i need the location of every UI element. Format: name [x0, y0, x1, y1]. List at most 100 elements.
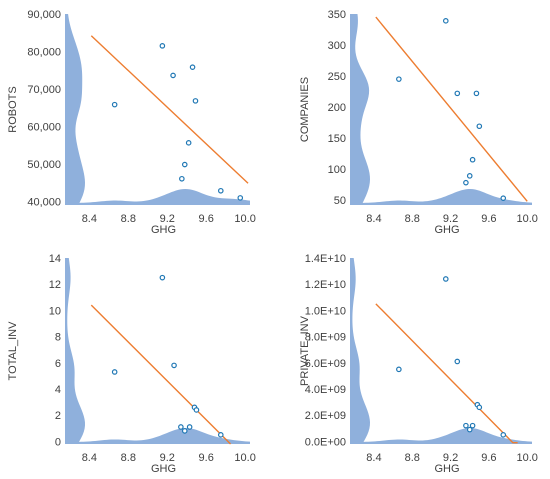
y-tick-label: 6 [55, 358, 61, 370]
y-marginal-density [65, 258, 85, 444]
x-marginal-density [65, 428, 250, 444]
y-tick-label: 70,000 [27, 84, 61, 96]
data-point [454, 90, 461, 97]
data-point [466, 426, 473, 433]
data-point [463, 422, 469, 429]
data-point [500, 195, 507, 201]
x-marginal-density [350, 428, 532, 444]
data-point [476, 404, 483, 411]
x-tick-label: 9.2 [443, 452, 458, 464]
data-point [476, 123, 483, 130]
data-point [442, 18, 449, 24]
y-tick-label: 14 [49, 253, 61, 265]
x-tick-label: 9.2 [160, 213, 175, 225]
data-point [192, 98, 199, 104]
data-point [193, 407, 200, 413]
data-point [454, 358, 461, 365]
data-point [396, 366, 402, 373]
y-tick-label: 90,000 [27, 9, 61, 21]
x-tick-label: 9.2 [160, 452, 175, 464]
y-tick-label: 150 [328, 133, 346, 145]
y-tick-label: 0 [55, 436, 61, 448]
x-marginal-density [350, 189, 532, 205]
data-point [442, 276, 449, 282]
y-tick-label: 50 [334, 195, 346, 207]
x-tick-label: 10.0 [516, 452, 537, 464]
data-point [463, 179, 469, 186]
y-tick-label: 80,000 [27, 46, 61, 58]
x-tick-label: 9.2 [443, 213, 458, 225]
data-point [469, 422, 476, 429]
y-axis-title: TOTAL_INV [7, 321, 19, 381]
data-point [170, 72, 176, 79]
y-tick-label: 1.4E+10 [305, 253, 346, 265]
y-marginal-density [350, 14, 370, 205]
data-point [469, 156, 476, 163]
y-tick-label: 200 [328, 102, 346, 114]
x-tick-label: 9.6 [199, 213, 214, 225]
x-tick-label: 8.8 [121, 452, 136, 464]
y-tick-label: 12 [49, 279, 61, 291]
y-marginal-density [65, 14, 85, 205]
y-tick-label: 8.0E+09 [305, 332, 346, 344]
x-axis-title: GHG [434, 463, 459, 475]
y-tick-label: 8 [55, 332, 61, 344]
x-tick-label: 8.8 [121, 213, 136, 225]
y-tick-label: 50,000 [27, 159, 61, 171]
x-tick-label: 8.4 [366, 452, 381, 464]
x-tick-label: 8.4 [82, 213, 97, 225]
y-tick-label: 2 [55, 410, 61, 422]
data-point [171, 362, 177, 369]
x-tick-label: 9.6 [199, 452, 214, 464]
data-point [181, 428, 188, 434]
x-tick-label: 8.8 [405, 213, 420, 225]
y-tick-label: 1.0E+10 [305, 305, 346, 317]
y-tick-label: 4 [55, 384, 61, 396]
y-tick-label: 4.0E+09 [305, 384, 346, 396]
x-tick-label: 10.0 [234, 213, 255, 225]
data-point [237, 195, 244, 201]
y-tick-label: 2.0E+09 [305, 410, 346, 422]
x-tick-label: 10.0 [234, 452, 255, 464]
y-axis-title: COMPANIES [299, 77, 311, 142]
x-tick-label: 10.0 [516, 213, 537, 225]
trend-line [90, 35, 249, 184]
data-point [217, 187, 224, 194]
data-point [159, 43, 166, 49]
data-point [396, 76, 402, 82]
y-tick-label: 250 [328, 71, 346, 83]
x-axis-title: GHG [151, 463, 176, 475]
data-point [181, 161, 188, 168]
y-tick-label: 0.0E+00 [305, 436, 346, 448]
data-point [189, 64, 196, 70]
data-point [178, 424, 184, 430]
trend-line [90, 304, 232, 445]
y-tick-label: 300 [328, 40, 346, 52]
trend-line [375, 16, 528, 202]
data-point [179, 175, 185, 182]
y-tick-label: 350 [328, 9, 346, 21]
x-marginal-density [65, 189, 250, 205]
data-point [473, 90, 480, 97]
data-point [500, 432, 507, 438]
y-tick-label: 60,000 [27, 121, 61, 133]
y-tick-label: 10 [49, 305, 61, 317]
y-tick-label: 6.0E+09 [305, 358, 346, 370]
y-axis-title: ROBOTS [7, 86, 19, 132]
data-point [185, 140, 192, 146]
y-axis-title: PRIVATE_INV [299, 315, 311, 386]
x-tick-label: 9.6 [481, 213, 496, 225]
y-tick-label: 40,000 [27, 196, 61, 208]
data-point [466, 173, 473, 179]
y-marginal-density [350, 258, 370, 444]
x-tick-label: 9.6 [481, 452, 496, 464]
trend-line [375, 303, 518, 444]
x-tick-label: 8.8 [405, 452, 420, 464]
data-point [111, 101, 118, 108]
x-tick-label: 8.4 [82, 452, 97, 464]
data-point [217, 432, 224, 438]
x-tick-label: 8.4 [366, 213, 381, 225]
x-axis-title: GHG [151, 224, 176, 236]
x-axis-title: GHG [434, 224, 459, 236]
